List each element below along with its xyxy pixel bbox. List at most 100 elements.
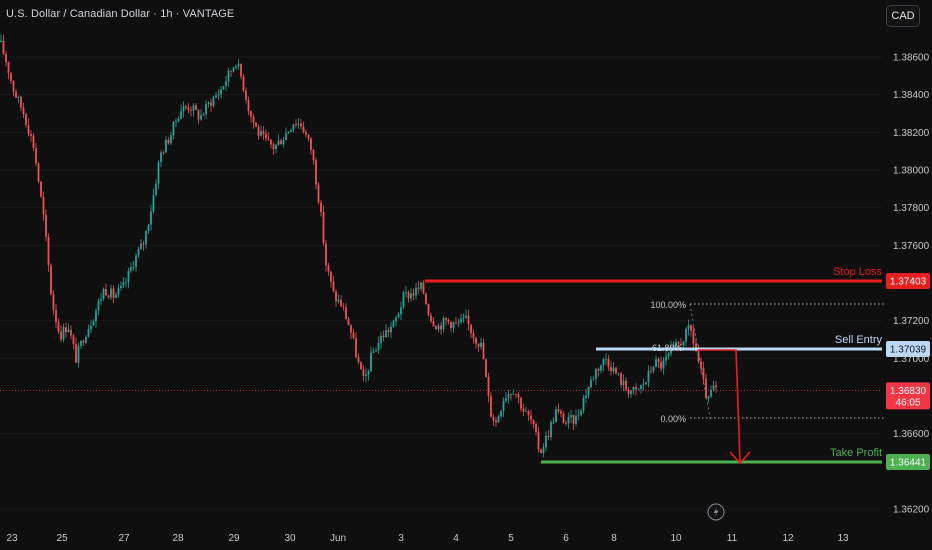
candle-body (310, 138, 312, 151)
candle-body (575, 415, 577, 424)
candle (650, 365, 652, 374)
candle (715, 380, 717, 394)
candle (127, 267, 130, 289)
candle (195, 103, 197, 111)
candle (197, 109, 200, 124)
candle-body (652, 366, 655, 372)
candle-body (655, 359, 657, 367)
fib-trend-line (689, 303, 711, 419)
candle-body (52, 294, 55, 310)
candle (182, 101, 185, 118)
time-axis[interactable]: 23 25 27 28 29 30 Jun 3 4 5 6 8 10 11 12 13 (6, 533, 849, 544)
candle (185, 104, 187, 110)
candle (707, 395, 710, 403)
candle (167, 136, 170, 145)
candle-body (110, 288, 112, 298)
candle-body (370, 352, 372, 372)
candle-body (312, 150, 315, 161)
candle-body (360, 361, 362, 370)
candle-body (225, 81, 227, 87)
candle (510, 393, 512, 401)
candle-body (712, 385, 715, 390)
candle (540, 448, 542, 454)
candle (397, 311, 400, 319)
candle (215, 91, 217, 99)
candle (85, 335, 87, 344)
candle-body (190, 110, 192, 111)
candle-body (2, 40, 5, 55)
candle (222, 85, 225, 90)
candle (622, 374, 625, 392)
candle-body (290, 130, 292, 132)
candle (297, 117, 300, 129)
candle-body (232, 67, 235, 72)
x-tick-label: 28 (172, 533, 184, 544)
candle-body (565, 422, 567, 424)
candle-body (442, 317, 445, 330)
candle (110, 284, 112, 301)
x-tick-label: 30 (284, 533, 296, 544)
arrow-path[interactable] (698, 349, 741, 462)
candle-body (112, 288, 115, 298)
candle-body (427, 303, 430, 316)
candle-body (420, 282, 422, 289)
candle-body (552, 422, 555, 424)
candle-body (540, 449, 542, 454)
x-tick-label: 12 (782, 533, 794, 544)
candle-body (145, 230, 147, 245)
currency-button[interactable]: CAD (886, 5, 920, 27)
candle (345, 303, 347, 320)
level-sell-entry[interactable]: Sell Entry 1.37039 (596, 334, 930, 357)
candle (340, 295, 342, 308)
candle (665, 350, 667, 366)
candle-body (75, 344, 77, 363)
candle (657, 357, 660, 369)
candle (212, 95, 215, 108)
candle-body (137, 249, 140, 256)
candle (87, 324, 90, 338)
level-label: Stop Loss (833, 266, 882, 278)
price-axis[interactable]: 1.38600 1.38400 1.38200 1.38000 1.37800 1.376… (893, 53, 930, 516)
y-tick-label: 1.37200 (893, 316, 930, 327)
candle-body (675, 341, 677, 346)
level-stop-loss[interactable]: Stop Loss 1.37403 (425, 266, 930, 289)
candle-body (270, 139, 272, 145)
lightning-icon[interactable] (707, 503, 725, 521)
candle-body (697, 350, 700, 362)
arrow-head[interactable] (729, 451, 751, 465)
level-price-tag (886, 454, 930, 470)
level-take-profit[interactable]: Take Profit 1.36441 (541, 447, 930, 470)
candle (82, 339, 85, 346)
candle (472, 329, 475, 344)
candle (567, 412, 570, 429)
candle (17, 95, 20, 104)
candle (447, 318, 450, 325)
candle (62, 323, 65, 343)
candle (120, 281, 122, 291)
candle-body (240, 63, 242, 77)
candle-body (615, 367, 617, 374)
candle (205, 100, 207, 120)
level-price-tag (886, 273, 930, 289)
candle-body (665, 356, 667, 361)
candle (310, 137, 312, 155)
candle-body (375, 350, 377, 352)
candle (380, 331, 382, 349)
trade-levels[interactable]: Stop Loss 1.37403 Sell Entry 1.37039 Take Pr… (425, 266, 930, 470)
projection-arrow[interactable] (698, 349, 751, 465)
candle-body (10, 73, 12, 81)
candle (327, 262, 330, 276)
candle (330, 271, 332, 288)
candle-body (560, 411, 562, 414)
candle (542, 443, 545, 458)
candle-body (150, 211, 152, 225)
candle (660, 356, 662, 372)
candle-body (65, 327, 67, 333)
candle (287, 131, 290, 134)
candle (147, 223, 150, 235)
candle (635, 383, 637, 396)
candle (117, 283, 120, 298)
candle (405, 286, 407, 298)
